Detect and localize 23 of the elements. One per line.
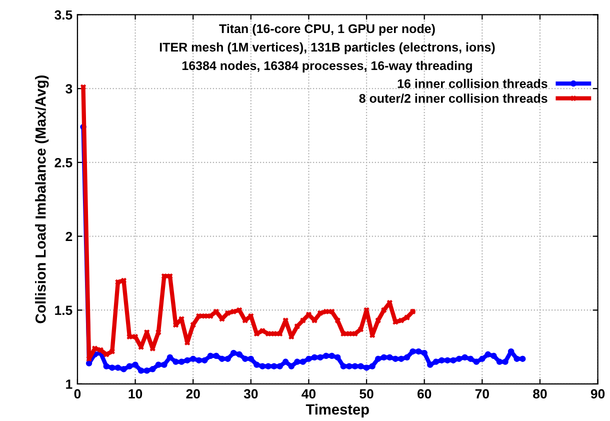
annotation: 16384 nodes, 16384 processes, 16-way threading bbox=[182, 60, 472, 73]
x-tick-label: 30 bbox=[244, 389, 258, 399]
y-tick-label: 1 bbox=[66, 380, 72, 389]
x-tick-label: 70 bbox=[475, 389, 489, 399]
y-tick-label: 3.5 bbox=[54, 10, 72, 20]
x-tick-label: 20 bbox=[186, 389, 200, 399]
legend-label: 8 outer/2 inner collision threads bbox=[359, 94, 548, 103]
x-tick-label: 50 bbox=[360, 389, 374, 399]
x-tick-label: 40 bbox=[302, 389, 316, 399]
annotation: ITER mesh (1M vertices), 131B particles (electrons, ions) bbox=[160, 42, 495, 54]
x-tick-label: 60 bbox=[418, 389, 432, 399]
y-tick-label: 3 bbox=[66, 84, 72, 94]
y-tick-label: 1.5 bbox=[55, 306, 72, 316]
x-tick-label: 10 bbox=[128, 389, 142, 399]
x-axis-title: Timestep bbox=[306, 404, 369, 418]
annotation: Titan (16-core CPU, 1 GPU per node) bbox=[219, 24, 435, 36]
y-tick-label: 2.5 bbox=[54, 158, 72, 168]
x-tick-label: 0 bbox=[74, 389, 81, 399]
legend-label: 16 inner collision threads bbox=[398, 78, 548, 88]
y-axis-title: Collision Load Imbalance (Max/Avg) bbox=[35, 76, 49, 324]
x-tick-label: 90 bbox=[590, 389, 605, 399]
y-tick-label: 2 bbox=[66, 232, 72, 242]
x-tick-label: 80 bbox=[533, 389, 547, 399]
